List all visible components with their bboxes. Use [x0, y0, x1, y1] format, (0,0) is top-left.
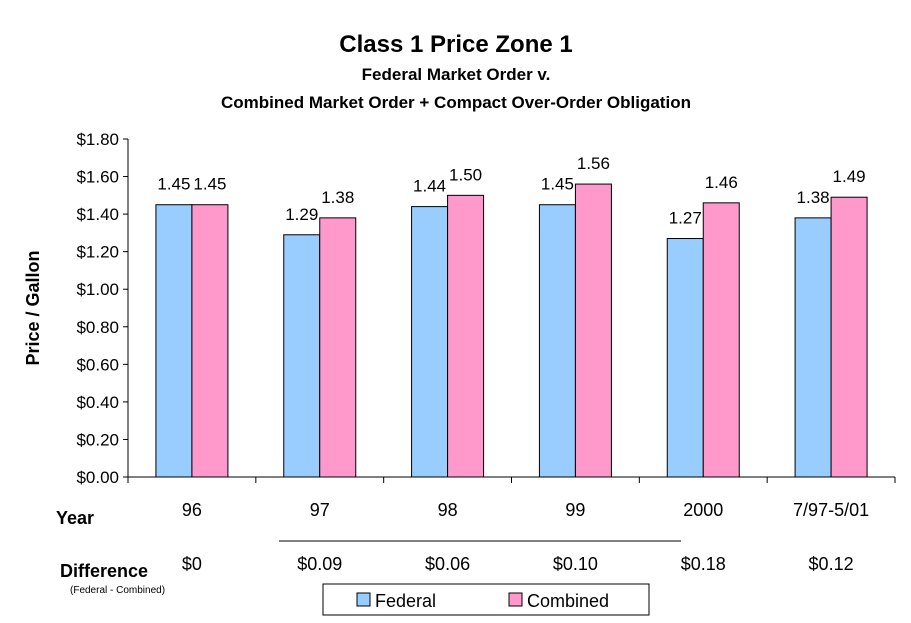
- data-label-combined: 1.45: [193, 175, 226, 194]
- bar-combined: [191, 204, 229, 478]
- bar-combined: [447, 194, 485, 478]
- data-label-federal: 1.29: [285, 205, 318, 224]
- x-axis-label: Year: [56, 508, 94, 528]
- axes: [127, 139, 896, 483]
- data-label-combined: 1.56: [577, 154, 610, 173]
- y-tick-label: $1.00: [76, 280, 119, 299]
- data-label-federal: 1.45: [157, 175, 190, 194]
- legend: Federal Combined: [322, 583, 650, 616]
- chart-subtitle-line-1: Federal Market Order v.: [362, 65, 551, 84]
- difference-value: $0.10: [553, 554, 598, 574]
- difference-value: $0: [182, 554, 202, 574]
- y-axis-ticks: $0.00 $0.20 $0.40 $0.60 $0.80 $1.00 $1.20 $1.40…: [76, 130, 128, 487]
- y-tick-label: $1.20: [76, 243, 119, 262]
- data-label-combined: 1.46: [705, 173, 738, 192]
- data-label-combined: 1.50: [449, 165, 482, 184]
- bar-federal: [538, 204, 576, 478]
- data-label-federal: 1.27: [669, 209, 702, 228]
- difference-note: (Federal - Combined): [70, 585, 165, 596]
- x-category-label: 97: [310, 500, 330, 520]
- y-tick-label: $0.60: [76, 355, 119, 374]
- legend-label-combined: Combined: [527, 591, 609, 611]
- data-label-combined: 1.49: [833, 167, 866, 186]
- difference-value: $0.12: [809, 554, 854, 574]
- y-tick-label: $0.20: [76, 430, 119, 449]
- x-category-label: 98: [438, 500, 458, 520]
- data-label-combined: 1.38: [321, 188, 354, 207]
- y-tick-label: $1.80: [76, 130, 119, 149]
- chart-subtitle-line-2: Combined Market Order + Compact Over-Ord…: [221, 93, 691, 112]
- legend-swatch-combined: [508, 592, 523, 607]
- x-category-label: 2000: [683, 500, 723, 520]
- y-tick-label: $0.40: [76, 393, 119, 412]
- bar-federal: [666, 238, 704, 478]
- legend-swatch-federal: [356, 592, 371, 607]
- chart-title: Class 1 Price Zone 1: [339, 31, 572, 58]
- x-axis-categories: 96 97 98 99 2000 7/97-5/01: [182, 500, 869, 520]
- bar-federal: [155, 204, 193, 478]
- y-axis-label: Price / Gallon: [23, 250, 43, 365]
- legend-label-federal: Federal: [375, 591, 436, 611]
- y-tick-label: $1.60: [76, 168, 119, 187]
- data-label-federal: 1.38: [797, 188, 830, 207]
- bar-combined: [830, 196, 868, 478]
- x-category-label: 7/97-5/01: [793, 500, 869, 520]
- data-label-federal: 1.44: [413, 177, 446, 196]
- bar-federal: [794, 217, 832, 478]
- x-category-label: 96: [182, 500, 202, 520]
- bar-combined: [702, 202, 740, 478]
- legend-box: [322, 583, 650, 616]
- difference-value: $0.09: [297, 554, 342, 574]
- bar-federal: [283, 234, 321, 478]
- y-tick-label: $1.40: [76, 205, 119, 224]
- difference-value: $0.06: [425, 554, 470, 574]
- y-tick-label: $0.00: [76, 468, 119, 487]
- bar-combined: [574, 183, 612, 478]
- y-tick-label: $0.80: [76, 318, 119, 337]
- data-label-federal: 1.45: [541, 175, 574, 194]
- difference-values: $0 $0.09 $0.06 $0.10 $0.18 $0.12: [182, 554, 854, 574]
- bar-federal: [411, 206, 449, 478]
- difference-label: Difference: [60, 561, 148, 581]
- bar-combined: [319, 217, 357, 478]
- x-category-label: 99: [565, 500, 585, 520]
- bars: 1.45 1.29 1.44 1.45 1.27 1.38 1.45 1.38 1.50 1.56…: [155, 154, 868, 478]
- difference-value: $0.18: [681, 554, 726, 574]
